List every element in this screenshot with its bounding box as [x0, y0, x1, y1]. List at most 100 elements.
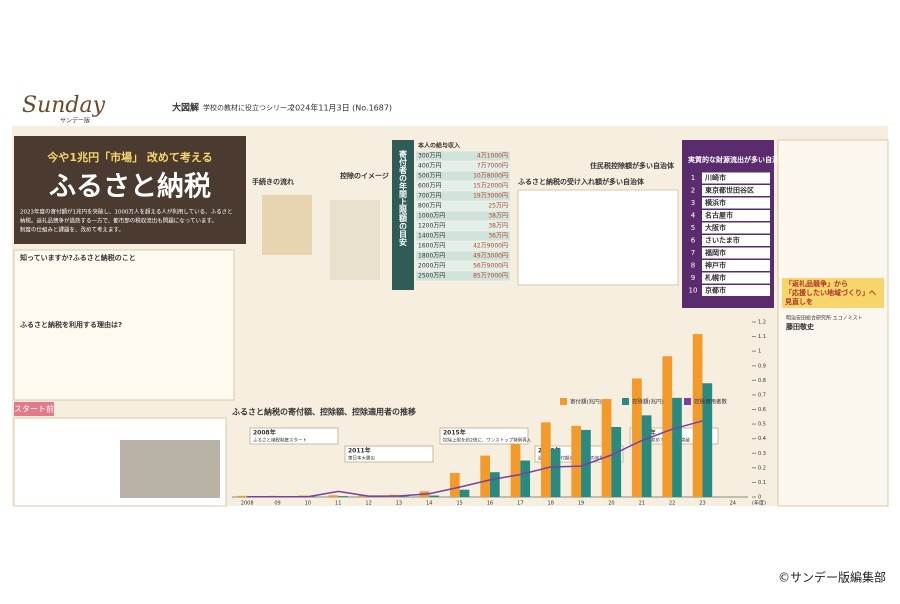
limits-amount: 56万9000円	[473, 263, 508, 270]
date: 2024年11月3日 (No.1687)	[290, 103, 392, 113]
y-tick-label: 0.1	[758, 480, 766, 486]
column-title: 見直しを	[784, 297, 813, 306]
ranking-name: 京都市	[705, 286, 726, 295]
legend-swatch	[560, 398, 567, 405]
x-tick-label: 17	[517, 501, 523, 507]
limits-amount: 19万3000円	[473, 193, 508, 200]
lead-body: 2023年度の寄付額が1兆円を突破し、1000万人を超える人が利用している、ふる…	[20, 208, 233, 216]
column-role: 明治安田総合研究所 エコノミスト	[786, 315, 863, 322]
ranking-rank: 7	[691, 249, 695, 257]
bar	[571, 426, 581, 497]
bar	[602, 399, 612, 497]
limits-title: 寄付者の年間上限額の目安	[399, 149, 408, 247]
x-tick-label: 09	[274, 501, 280, 507]
lead-title: ふるさと納税	[49, 171, 211, 203]
legend-swatch	[622, 398, 629, 405]
x-tick-label: 2008	[241, 501, 254, 507]
y-tick-label: 0.9	[758, 363, 766, 369]
bar	[693, 334, 703, 497]
limits-income: 600万円	[418, 183, 441, 190]
ranking-rank: 5	[691, 224, 695, 232]
x-tick-label: 12	[365, 501, 371, 507]
x-tick-label: 24	[730, 501, 736, 507]
y-tick-label: 1	[758, 349, 761, 355]
x-tick-label: 11	[335, 501, 341, 507]
limits-amount: 42万9000円	[473, 243, 508, 250]
flow-illustration	[262, 195, 312, 255]
y-tick-label: 0.7	[758, 392, 766, 398]
y-tick-label: 0.3	[758, 451, 766, 457]
ranking-rank: 9	[691, 274, 695, 282]
bar	[662, 356, 672, 497]
x-tick-label: 20	[608, 501, 614, 507]
series-note: 学校の教材に役立つシリーズ	[203, 103, 294, 112]
ranking-title: 実質的な財源流出が多い自治体	[688, 155, 787, 164]
y-tick-label: 0.2	[758, 465, 766, 471]
limits-header: 本人の給与収入	[418, 142, 460, 150]
y-tick-label: 0.4	[758, 436, 766, 442]
limits-income: 500万円	[418, 173, 441, 180]
timeline-year: 2011年	[348, 447, 371, 455]
limits-amount: 85万7000円	[473, 273, 508, 280]
flow-illustration	[330, 200, 380, 280]
y-tick-label: 0.8	[758, 378, 766, 384]
ranking-name: 札幌市	[704, 273, 726, 282]
limits-amount: 10万8000円	[473, 173, 508, 180]
limits-income: 300万円	[418, 153, 441, 160]
limits-amount: 36万円	[488, 233, 508, 240]
brand: Sunday	[22, 93, 106, 118]
column-title: 「応援したい地域づくり」へ	[785, 288, 876, 297]
bar	[642, 415, 652, 497]
column-author: 藤田敬史	[785, 322, 815, 331]
bar	[490, 472, 500, 497]
bar	[551, 449, 561, 497]
x-tick-label: 22	[669, 501, 675, 507]
legend-swatch	[684, 398, 691, 405]
series: 大図解	[172, 102, 199, 114]
brand-sub: サンデー版	[60, 117, 90, 125]
timeline-text: 控除上限を約2倍に、ワンストップ特例導入	[443, 437, 532, 444]
ranking-rank: 1	[691, 174, 695, 182]
limits-income: 1200万円	[418, 223, 445, 230]
y-tick-label: 0.5	[758, 422, 766, 428]
limits-income: 1000万円	[418, 213, 445, 220]
x-tick-label: 14	[426, 501, 432, 507]
ranking-name: 川崎市	[704, 173, 726, 182]
limits-income: 2000万円	[418, 263, 445, 270]
limits-amount: 38万円	[488, 213, 508, 220]
timeline-text: 東日本大震災	[348, 455, 375, 462]
bar	[541, 422, 551, 497]
ranking-name: 名古屋市	[705, 211, 733, 220]
column-title: 「返礼品競争」から	[785, 279, 848, 288]
limits-amount: 49万3000円	[473, 253, 508, 260]
limits-amount: 15万2000円	[473, 183, 508, 190]
timeline-year: 2008年	[253, 429, 276, 437]
bar	[338, 496, 348, 497]
y-tick-label: 0.6	[758, 407, 766, 413]
ranking-name: 福岡市	[704, 248, 726, 257]
flow-title: 手続きの流れ	[252, 177, 294, 186]
x-tick-label: 21	[639, 501, 645, 507]
outflow-title: 住民税控除額が多い自治体	[590, 161, 675, 170]
credit: ©サンデー版編集部	[778, 570, 886, 585]
ranking-name: さいたま市	[705, 236, 740, 245]
ranking-name: 横浜市	[705, 198, 726, 207]
bar	[672, 398, 682, 497]
x-tick-label: 13	[396, 501, 402, 507]
bar	[450, 473, 460, 497]
x-tick-label: 19	[578, 501, 584, 507]
limits-income: 2500万円	[418, 273, 445, 280]
ranking-name: 東京都世田谷区	[705, 186, 754, 195]
limits-income: 700万円	[418, 193, 441, 200]
bar	[611, 427, 621, 497]
accept-title: ふるさと納税の受け入れ額が多い自治体	[518, 177, 645, 186]
ranking-name: 大阪市	[705, 223, 726, 232]
y-tick-label: 1.2	[758, 320, 766, 326]
limits-income: 1800万円	[418, 253, 445, 260]
ranking-rank: 2	[691, 187, 695, 195]
x-tick-label: 18	[548, 501, 554, 507]
ranking-rank: 10	[689, 287, 698, 295]
accept-table	[518, 190, 678, 285]
legend-label: 控除適用者数	[694, 398, 728, 406]
